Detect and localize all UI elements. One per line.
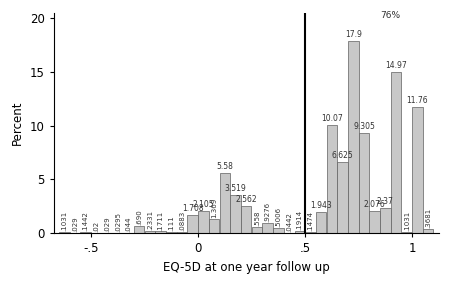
Bar — [81, 232, 91, 233]
Text: 2.076: 2.076 — [364, 200, 386, 209]
Bar — [134, 226, 144, 233]
Bar — [412, 107, 423, 233]
Bar — [198, 211, 209, 233]
Bar — [391, 72, 401, 233]
Text: .0295: .0295 — [115, 212, 121, 232]
Text: .0442: .0442 — [286, 212, 292, 232]
Bar — [144, 231, 155, 233]
Text: 6.625: 6.625 — [332, 151, 353, 160]
Bar — [166, 232, 176, 233]
Text: 5.58: 5.58 — [216, 162, 233, 171]
Text: .690: .690 — [136, 209, 142, 225]
Text: 3.519: 3.519 — [225, 184, 247, 194]
Text: 2.37: 2.37 — [377, 197, 394, 206]
Bar — [273, 228, 284, 233]
Bar — [338, 162, 348, 233]
Bar — [401, 232, 412, 233]
Bar — [220, 173, 230, 233]
Text: .1442: .1442 — [83, 211, 89, 231]
Bar — [359, 133, 369, 233]
Text: .02: .02 — [94, 221, 99, 232]
Bar — [177, 232, 187, 233]
Bar — [230, 196, 241, 233]
Text: .1031: .1031 — [61, 211, 67, 231]
Text: 76%: 76% — [381, 11, 401, 20]
Text: .1914: .1914 — [297, 210, 303, 230]
Bar — [188, 215, 198, 233]
Bar — [423, 229, 433, 233]
Text: 10.07: 10.07 — [321, 114, 343, 123]
Text: .558: .558 — [254, 211, 260, 227]
Text: .2331: .2331 — [147, 210, 153, 230]
Text: .1474: .1474 — [307, 211, 314, 231]
Bar — [59, 232, 69, 233]
Text: .1711: .1711 — [158, 210, 164, 231]
Text: .029: .029 — [72, 217, 78, 232]
Bar — [262, 223, 273, 233]
Text: 2.562: 2.562 — [235, 195, 257, 204]
Text: 9.305: 9.305 — [353, 122, 375, 131]
Bar — [294, 231, 305, 233]
Bar — [241, 206, 252, 233]
Text: .111: .111 — [168, 215, 174, 231]
Bar — [316, 212, 326, 233]
Text: 1.943: 1.943 — [310, 201, 332, 210]
Text: 14.97: 14.97 — [385, 61, 407, 70]
Text: .029: .029 — [104, 217, 110, 232]
Bar — [369, 211, 380, 233]
Bar — [327, 125, 337, 233]
Bar — [348, 40, 359, 233]
Text: 17.9: 17.9 — [345, 30, 362, 39]
Text: .0883: .0883 — [179, 211, 185, 231]
Bar — [380, 208, 391, 233]
Text: 1.708: 1.708 — [182, 204, 203, 213]
Bar — [209, 219, 219, 233]
Text: .3681: .3681 — [425, 208, 431, 229]
Bar — [252, 227, 262, 233]
Bar — [155, 231, 166, 233]
X-axis label: EQ-5D at one year follow up: EQ-5D at one year follow up — [163, 261, 329, 274]
Text: 2.105: 2.105 — [193, 200, 214, 209]
Y-axis label: Percent: Percent — [11, 101, 24, 145]
Text: 1.369: 1.369 — [211, 198, 217, 218]
Text: .5006: .5006 — [275, 207, 281, 227]
Text: .9276: .9276 — [265, 202, 270, 223]
Text: 11.76: 11.76 — [407, 96, 428, 105]
Bar — [305, 232, 316, 233]
Text: .1031: .1031 — [404, 211, 410, 231]
Text: .044: .044 — [126, 217, 131, 232]
